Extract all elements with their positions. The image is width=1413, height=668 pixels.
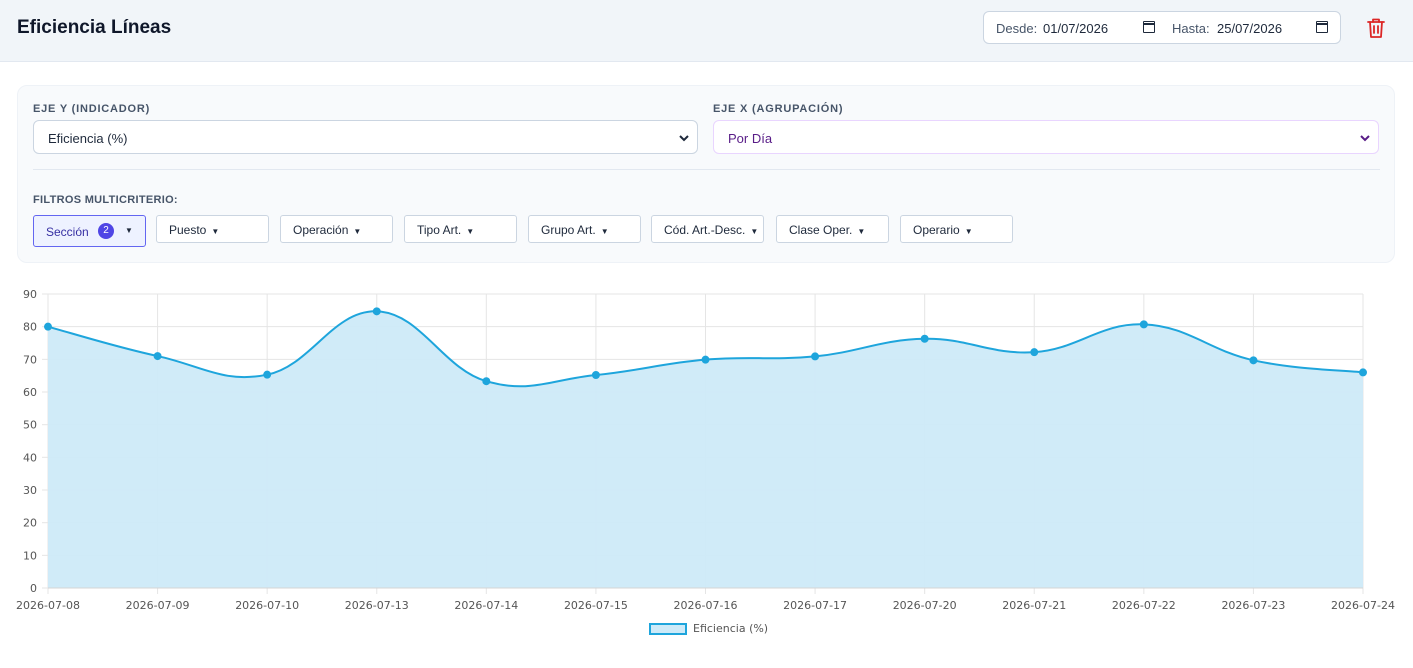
data-point[interactable] — [1359, 368, 1367, 377]
chart-container: 0 10 20 30 40 50 60 70 80 90 2026-07-08 2026-07-09 2… — [0, 280, 1413, 660]
filter-operario-button[interactable]: Operario ▼ — [900, 215, 1013, 243]
y-tick-label: 70 — [23, 353, 37, 366]
desde-date-input[interactable]: 01/07/2026 — [1043, 21, 1109, 36]
filter-cod-art-button[interactable]: Cód. Art.-Desc. ▼ — [651, 215, 764, 243]
header: Eficiencia Líneas Desde: 01/07/2026 Hast… — [0, 0, 1413, 62]
x-tick-label: 2026-07-23 — [1221, 599, 1285, 612]
caret-down-icon: ▼ — [353, 227, 362, 236]
x-axis-value: Por Día — [728, 131, 773, 146]
caret-down-icon: ▼ — [600, 227, 609, 236]
data-point[interactable] — [263, 370, 272, 379]
filter-seccion-button[interactable]: Sección 2 ▼ — [33, 215, 146, 247]
data-point[interactable] — [701, 355, 710, 364]
calendar-icon[interactable] — [1316, 21, 1328, 33]
y-tick-label: 0 — [30, 582, 37, 595]
filter-operacion-button[interactable]: Operación ▼ — [280, 215, 393, 243]
caret-down-icon: ▼ — [125, 226, 133, 235]
y-tick-label: 80 — [23, 321, 37, 334]
controls-panel: EJE Y (INDICADOR) Eficiencia (%) EJE X (… — [17, 85, 1395, 263]
chevron-down-icon — [679, 135, 689, 142]
divider — [33, 169, 1380, 170]
x-tick-label: 2026-07-09 — [126, 599, 190, 612]
trash-icon — [1367, 18, 1385, 38]
hasta-label: Hasta: — [1172, 21, 1210, 36]
filter-clase-oper-button[interactable]: Clase Oper. ▼ — [776, 215, 889, 243]
data-point[interactable] — [1030, 348, 1039, 357]
caret-down-icon: ▼ — [211, 227, 220, 236]
filter-label: Operario — [913, 223, 960, 237]
caret-down-icon: ▼ — [466, 227, 475, 236]
x-tick-label: 2026-07-22 — [1112, 599, 1176, 612]
series-area — [48, 311, 1363, 588]
x-tick-label: 2026-07-15 — [564, 599, 628, 612]
filter-label: Clase Oper. — [789, 223, 853, 237]
legend-swatch — [649, 623, 687, 635]
x-tick-label: 2026-07-13 — [345, 599, 409, 612]
x-tick-label: 2026-07-16 — [674, 599, 738, 612]
x-tick-label: 2026-07-10 — [235, 599, 299, 612]
filter-label: Tipo Art. — [417, 223, 462, 237]
caret-down-icon: ▼ — [857, 227, 866, 236]
desde-label: Desde: — [996, 21, 1038, 36]
page-title: Eficiencia Líneas — [17, 17, 172, 38]
filter-tipo-art-button[interactable]: Tipo Art. ▼ — [404, 215, 517, 243]
data-point[interactable] — [1249, 356, 1258, 365]
x-tick-label: 2026-07-08 — [16, 599, 80, 612]
y-tick-label: 50 — [23, 419, 37, 432]
y-axis-label: EJE Y (INDICADOR) — [33, 103, 151, 115]
filters-label: FILTROS MULTICRITERIO: — [33, 194, 178, 206]
data-point[interactable] — [372, 307, 381, 316]
filter-label: Grupo Art. — [541, 223, 596, 237]
y-tick-label: 20 — [23, 517, 37, 530]
x-tick-label: 2026-07-24 — [1331, 599, 1395, 612]
caret-down-icon: ▼ — [964, 227, 973, 236]
y-tick-label: 60 — [23, 386, 37, 399]
legend-label: Eficiencia (%) — [693, 622, 769, 635]
data-point[interactable] — [44, 322, 52, 331]
y-tick-label: 40 — [23, 451, 37, 464]
filter-label: Operación — [293, 223, 349, 237]
data-point[interactable] — [1139, 320, 1148, 329]
caret-down-icon: ▼ — [750, 227, 759, 236]
y-tick-label: 30 — [23, 484, 37, 497]
calendar-icon[interactable] — [1143, 21, 1155, 33]
y-axis-value: Eficiencia (%) — [48, 131, 128, 146]
efficiency-chart[interactable]: 0 10 20 30 40 50 60 70 80 90 2026-07-08 2026-07-09 2… — [0, 280, 1413, 620]
hasta-date-input[interactable]: 25/07/2026 — [1217, 21, 1283, 36]
x-tick-label: 2026-07-14 — [454, 599, 518, 612]
y-tick-label: 90 — [23, 288, 37, 301]
filter-puesto-button[interactable]: Puesto ▼ — [156, 215, 269, 243]
x-axis-select[interactable]: Por Día — [713, 120, 1379, 154]
x-axis-label: EJE X (AGRUPACIÓN) — [713, 103, 844, 115]
y-axis-select[interactable]: Eficiencia (%) — [33, 120, 698, 154]
date-range: Desde: 01/07/2026 Hasta: 25/07/2026 — [983, 11, 1341, 44]
data-point[interactable] — [811, 352, 820, 361]
x-tick-label: 2026-07-21 — [1002, 599, 1066, 612]
x-tick-label: 2026-07-17 — [783, 599, 847, 612]
filter-label: Sección — [46, 225, 89, 239]
data-point[interactable] — [591, 371, 600, 380]
delete-button[interactable] — [1362, 14, 1390, 42]
filter-count-badge: 2 — [98, 223, 114, 239]
y-tick-label: 10 — [23, 549, 37, 562]
filter-label: Puesto — [169, 223, 207, 237]
filter-label: Cód. Art.-Desc. — [664, 223, 746, 237]
data-point[interactable] — [482, 377, 491, 386]
data-point[interactable] — [153, 352, 162, 361]
chevron-down-icon — [1360, 135, 1370, 142]
x-tick-label: 2026-07-20 — [893, 599, 957, 612]
data-point[interactable] — [920, 334, 929, 343]
filter-grupo-art-button[interactable]: Grupo Art. ▼ — [528, 215, 641, 243]
